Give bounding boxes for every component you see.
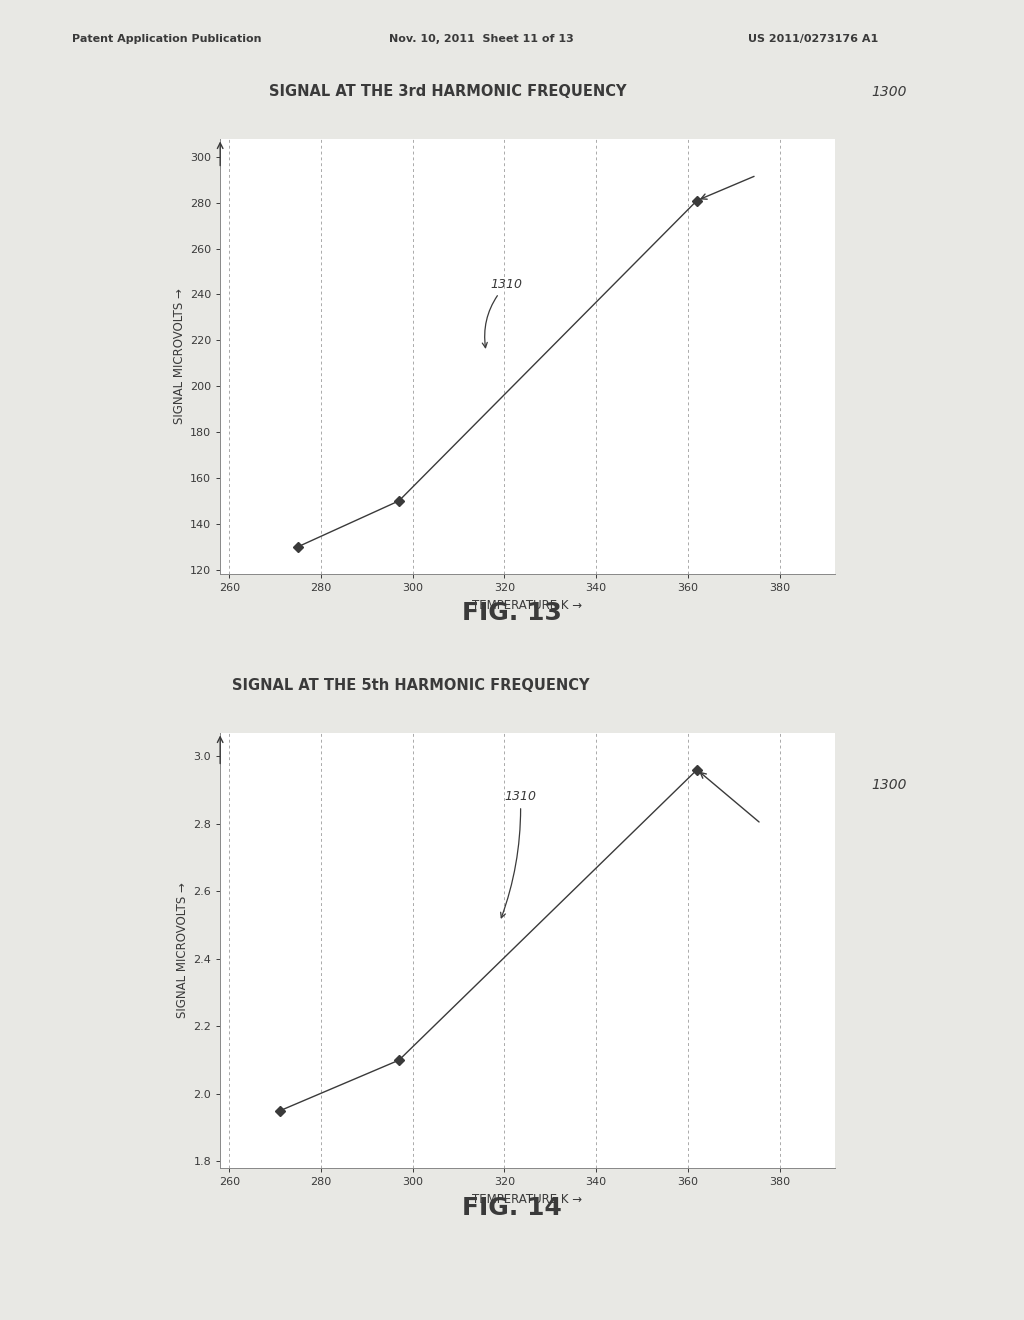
Text: SIGNAL AT THE 5th HARMONIC FREQUENCY: SIGNAL AT THE 5th HARMONIC FREQUENCY xyxy=(232,678,590,693)
Text: US 2011/0273176 A1: US 2011/0273176 A1 xyxy=(748,34,878,45)
Text: FIG. 13: FIG. 13 xyxy=(462,601,562,624)
Text: 1300: 1300 xyxy=(871,777,907,792)
Text: SIGNAL AT THE 3rd HARMONIC FREQUENCY: SIGNAL AT THE 3rd HARMONIC FREQUENCY xyxy=(269,84,627,99)
Y-axis label: SIGNAL MICROVOLTS →: SIGNAL MICROVOLTS → xyxy=(176,883,189,1018)
X-axis label: TEMPERATURE K →: TEMPERATURE K → xyxy=(472,599,583,611)
Y-axis label: SIGNAL MICROVOLTS →: SIGNAL MICROVOLTS → xyxy=(173,289,185,424)
Text: FIG. 14: FIG. 14 xyxy=(462,1196,562,1220)
Text: Nov. 10, 2011  Sheet 11 of 13: Nov. 10, 2011 Sheet 11 of 13 xyxy=(389,34,573,45)
Text: 1300: 1300 xyxy=(871,86,907,99)
X-axis label: TEMPERATURE K →: TEMPERATURE K → xyxy=(472,1193,583,1205)
Text: 1310: 1310 xyxy=(482,277,522,347)
Text: 1310: 1310 xyxy=(501,791,537,917)
Text: Patent Application Publication: Patent Application Publication xyxy=(72,34,261,45)
